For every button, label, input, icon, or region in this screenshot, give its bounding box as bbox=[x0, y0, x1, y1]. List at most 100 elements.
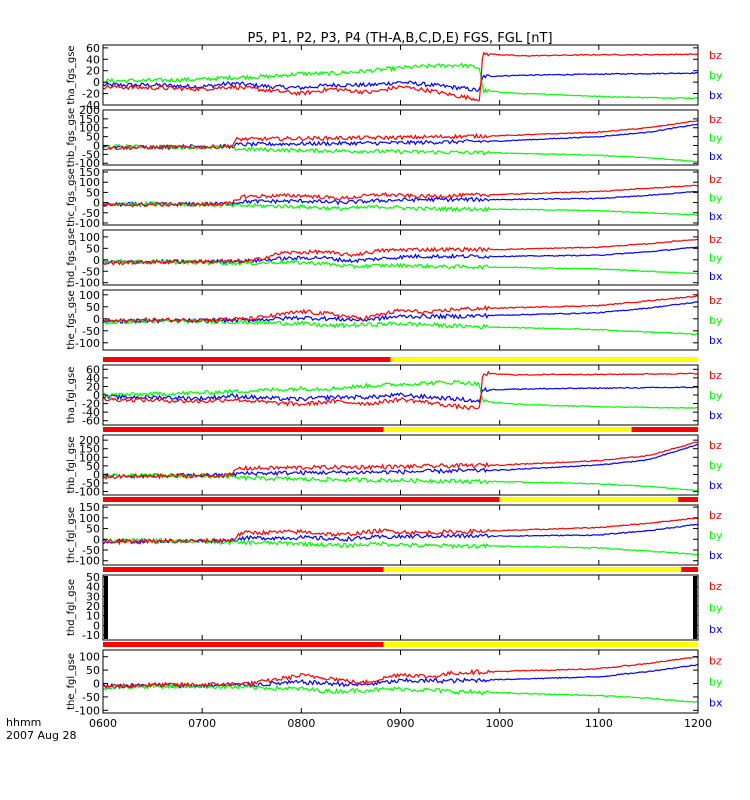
legend-bz: bz bbox=[709, 294, 722, 307]
x-axis-label-date: 2007 Aug 28 bbox=[6, 729, 76, 742]
mode-bar-red-end-segment bbox=[631, 427, 698, 432]
y-tick-label: 40 bbox=[86, 581, 100, 594]
legend-bx: bx bbox=[709, 549, 723, 562]
y-tick-label: -100 bbox=[75, 217, 100, 230]
series-bx-line bbox=[103, 71, 698, 92]
y-tick-label: 0 bbox=[93, 76, 100, 89]
series-bz-line bbox=[103, 295, 698, 324]
y-tick-label: -20 bbox=[82, 88, 100, 101]
legend-bz: bz bbox=[709, 369, 722, 382]
series-bx-line bbox=[103, 523, 698, 545]
y-tick-label: -100 bbox=[75, 277, 100, 290]
mode-bar-red-segment bbox=[103, 567, 384, 572]
y-tick-label: 150 bbox=[79, 443, 100, 456]
data-gap-left-bar bbox=[104, 576, 108, 639]
legend-by: by bbox=[709, 676, 723, 689]
y-tick-label: 50 bbox=[86, 664, 100, 677]
legend-bz: bz bbox=[709, 49, 722, 62]
legend-bz: bz bbox=[709, 580, 722, 593]
y-tick-label: 100 bbox=[79, 231, 100, 244]
y-tick-label: 50 bbox=[86, 301, 100, 314]
y-tick-label: 100 bbox=[79, 289, 100, 302]
legend-by: by bbox=[709, 389, 723, 402]
mode-bar-red-segment bbox=[103, 642, 384, 647]
series-bz-line bbox=[103, 517, 698, 546]
panel-ylabel: thb_fgs_gse bbox=[66, 108, 77, 167]
x-tick-label: 0600 bbox=[89, 717, 117, 730]
x-tick-label: 0800 bbox=[287, 717, 315, 730]
y-tick-label: 10 bbox=[86, 610, 100, 623]
y-tick-label: -10 bbox=[82, 629, 100, 642]
legend-by: by bbox=[709, 529, 723, 542]
y-tick-label: 50 bbox=[86, 460, 100, 473]
y-tick-label: 0 bbox=[93, 197, 100, 210]
panel-ylabel: tha_fgs_gse bbox=[66, 45, 77, 104]
panel-ylabel: thd_fgs_gse bbox=[66, 228, 77, 287]
y-tick-label: -20 bbox=[82, 398, 100, 411]
legend-bz: bz bbox=[709, 113, 722, 126]
y-tick-label: 0 bbox=[93, 139, 100, 152]
y-tick-label: 0 bbox=[93, 678, 100, 691]
y-tick-label: -100 bbox=[75, 704, 100, 717]
panel-frame bbox=[102, 109, 699, 166]
y-tick-label: -50 bbox=[82, 148, 100, 161]
legend-bx: bx bbox=[709, 334, 723, 347]
y-tick-label: -50 bbox=[82, 477, 100, 490]
mode-bar-yellow-segment bbox=[390, 357, 698, 362]
y-tick-label: 100 bbox=[79, 512, 100, 525]
series-by-line bbox=[103, 537, 698, 556]
series-by-line bbox=[103, 379, 698, 409]
y-tick-label: 0 bbox=[93, 619, 100, 632]
y-tick-label: -50 bbox=[82, 207, 100, 220]
series-bz-line bbox=[103, 238, 698, 267]
legend-by: by bbox=[709, 69, 723, 82]
y-tick-label: 150 bbox=[79, 166, 100, 179]
y-tick-label: 50 bbox=[86, 242, 100, 255]
panel-ylabel: the_fgl_gse bbox=[66, 653, 77, 710]
y-tick-label: -50 bbox=[82, 544, 100, 557]
y-tick-label: 60 bbox=[86, 363, 100, 376]
y-tick-label: 0 bbox=[93, 389, 100, 402]
x-tick-label: 0700 bbox=[188, 717, 216, 730]
y-tick-label: 0 bbox=[93, 254, 100, 267]
y-tick-label: 100 bbox=[79, 651, 100, 664]
y-tick-label: 150 bbox=[79, 501, 100, 514]
legend-by: by bbox=[709, 132, 723, 145]
panel-ylabel: thc_fgl_gse bbox=[66, 507, 77, 563]
y-tick-label: 100 bbox=[79, 176, 100, 189]
series-bz-line bbox=[103, 184, 698, 208]
legend-bz: bz bbox=[709, 439, 722, 452]
series-bz-line bbox=[103, 119, 698, 151]
legend-bx: bx bbox=[709, 697, 723, 710]
legend-bx: bx bbox=[709, 409, 723, 422]
y-tick-label: 20 bbox=[86, 600, 100, 613]
series-by-line bbox=[103, 472, 698, 492]
series-by-line bbox=[103, 144, 698, 163]
y-tick-label: -100 bbox=[75, 337, 100, 350]
mode-bar-red-segment bbox=[103, 497, 500, 502]
legend-by: by bbox=[709, 314, 723, 327]
y-tick-label: 50 bbox=[86, 571, 100, 584]
y-tick-label: 30 bbox=[86, 590, 100, 603]
legend-bz: bz bbox=[709, 173, 722, 186]
y-tick-label: 100 bbox=[79, 451, 100, 464]
x-axis: 0600 0700 0800 0900 1000 1100 1200 bbox=[89, 717, 712, 730]
panel-frame bbox=[102, 229, 699, 286]
legend-bz: bz bbox=[709, 509, 722, 522]
y-tick-label: -40 bbox=[82, 99, 100, 112]
y-tick-label: -100 bbox=[75, 486, 100, 499]
y-tick-label: 40 bbox=[86, 53, 100, 66]
x-tick-label: 0900 bbox=[387, 717, 415, 730]
series-bz-line bbox=[103, 656, 698, 689]
panel-frame bbox=[102, 649, 699, 714]
legend-bx: bx bbox=[709, 210, 723, 223]
y-tick-label: -50 bbox=[82, 265, 100, 278]
mode-bar-yellow-segment bbox=[383, 567, 682, 572]
series-bx-line bbox=[103, 664, 698, 690]
